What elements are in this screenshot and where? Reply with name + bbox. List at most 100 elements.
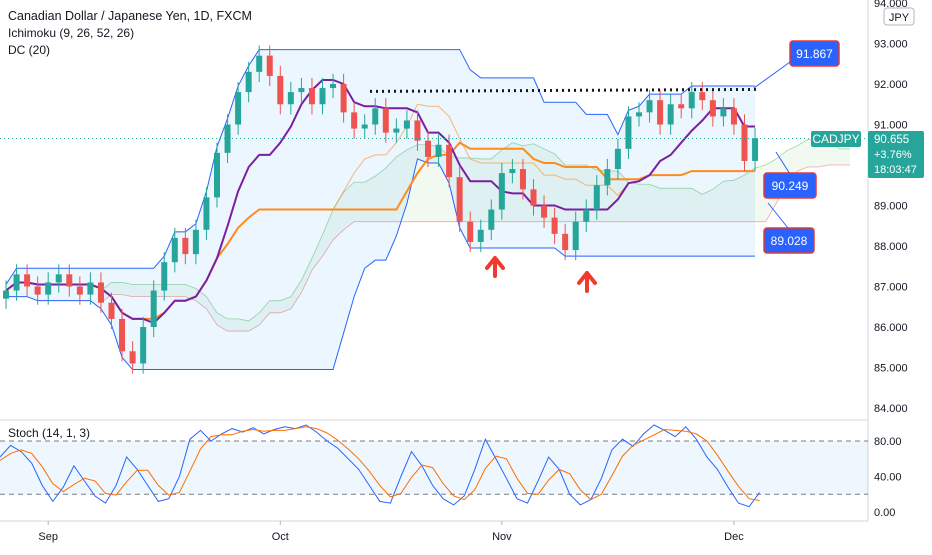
legend-donchian: DC (20) bbox=[8, 43, 51, 57]
tenkan-sen bbox=[5, 79, 756, 325]
candle-body bbox=[108, 302, 115, 319]
candle-body bbox=[477, 229, 484, 242]
candle-body bbox=[509, 169, 516, 174]
candle-body bbox=[562, 233, 569, 251]
candle-body bbox=[667, 104, 674, 125]
candle-body bbox=[604, 169, 611, 186]
price-tick-label: 93.000 bbox=[874, 39, 908, 51]
senkou-span-b bbox=[100, 164, 850, 332]
candle-body bbox=[530, 189, 537, 206]
price-tick-label: 86.000 bbox=[874, 322, 908, 334]
ichimoku-cloud bbox=[100, 139, 850, 332]
callout-1-leader bbox=[753, 61, 791, 89]
stoch-axis[interactable]: 80.00 40.00 0.00 bbox=[874, 436, 902, 519]
callout-2-leader bbox=[775, 151, 791, 175]
currency-badge[interactable]: JPY bbox=[883, 7, 915, 26]
price-tick-label: 87.000 bbox=[874, 282, 908, 294]
candle-body bbox=[140, 327, 147, 364]
candle-body bbox=[467, 221, 474, 242]
stoch-legend[interactable]: Stoch (14, 1, 3) bbox=[8, 426, 91, 440]
candle-body bbox=[266, 55, 273, 76]
candle-body bbox=[277, 75, 284, 105]
candle-body bbox=[224, 124, 231, 153]
candle-body bbox=[235, 92, 242, 125]
callout-3[interactable]: 89.028 bbox=[763, 202, 815, 254]
callout-2-value: 90.249 bbox=[772, 179, 809, 193]
legend-title: Canadian Dollar / Japanese Yen, 1D, FXCM bbox=[8, 9, 252, 23]
candles bbox=[3, 45, 759, 374]
symbol-tag-label: CADJPY bbox=[812, 132, 859, 146]
stoch-k-line bbox=[0, 424, 761, 508]
candle-body bbox=[414, 120, 421, 141]
candle-body bbox=[150, 290, 157, 327]
ichimoku-lines bbox=[5, 79, 756, 325]
candle-body bbox=[678, 104, 685, 109]
candle-body bbox=[308, 88, 315, 105]
chart-legend[interactable]: Canadian Dollar / Japanese Yen, 1D, FXCM… bbox=[8, 8, 252, 59]
stoch-band-fill bbox=[0, 441, 868, 495]
candle-body bbox=[435, 144, 442, 157]
candle-body bbox=[488, 209, 495, 230]
candle-body bbox=[319, 88, 326, 105]
callout-1-box bbox=[789, 40, 840, 67]
callout-3-leader bbox=[767, 202, 789, 229]
support-arrow bbox=[485, 255, 505, 278]
callout-3-value: 89.028 bbox=[771, 234, 808, 248]
candle-body bbox=[97, 282, 104, 303]
price-tick-label: 94.000 bbox=[874, 0, 908, 10]
currency-badge-bg bbox=[883, 7, 915, 26]
candle-body bbox=[129, 351, 136, 364]
candle-body bbox=[340, 84, 347, 113]
callout-1-value: 91.867 bbox=[796, 47, 833, 61]
candle-body bbox=[161, 262, 168, 291]
candle-body bbox=[192, 229, 199, 255]
candle-body bbox=[646, 100, 653, 113]
candle-body bbox=[425, 140, 431, 157]
donchian-lower bbox=[6, 158, 756, 371]
candle-body bbox=[583, 209, 590, 222]
candle-body bbox=[403, 120, 410, 129]
stoch-tick-label: 40.00 bbox=[874, 472, 902, 484]
stochastic-pane bbox=[0, 424, 868, 508]
time-tick-label: Oct bbox=[272, 531, 289, 543]
candle-body bbox=[625, 116, 632, 149]
candle-body bbox=[287, 92, 294, 105]
kumo-fill bbox=[100, 139, 850, 332]
candle-body bbox=[393, 128, 400, 133]
callout-2[interactable]: 90.249 bbox=[763, 151, 817, 199]
time-tick-label: Nov bbox=[492, 531, 512, 543]
candle-body bbox=[330, 84, 337, 89]
candle-body bbox=[498, 173, 505, 210]
candle-body bbox=[752, 138, 759, 161]
candle-body bbox=[298, 88, 305, 93]
candle-body bbox=[572, 221, 579, 251]
price-tick-label: 89.000 bbox=[874, 201, 908, 213]
candle-body bbox=[541, 205, 548, 218]
candle-body bbox=[13, 274, 20, 291]
candle-body bbox=[709, 100, 716, 117]
candle-body bbox=[657, 100, 664, 125]
price-tag-bg bbox=[868, 131, 924, 178]
candle-body bbox=[456, 177, 463, 222]
annotations bbox=[0, 87, 868, 293]
candle-body bbox=[730, 108, 737, 125]
candle-body bbox=[256, 55, 263, 72]
price-axis[interactable]: 84.00085.00086.00087.00088.00089.00090.0… bbox=[874, 0, 908, 415]
candle-body bbox=[76, 286, 83, 295]
candle-body bbox=[519, 169, 526, 190]
candle-body bbox=[182, 237, 189, 255]
time-axis[interactable]: SepOctNovDec2022Feb bbox=[38, 521, 932, 543]
time-tick-label: Dec bbox=[724, 531, 744, 543]
bar-countdown: 18:03:47 bbox=[874, 164, 917, 176]
resistance-dotted-line bbox=[369, 87, 761, 93]
candle-body bbox=[614, 148, 621, 170]
last-price-tag[interactable]: CADJPY 90.655 +3.76% 18:03:47 bbox=[811, 131, 924, 178]
candle-body bbox=[372, 108, 379, 125]
callout-1[interactable]: 91.867 bbox=[753, 40, 840, 89]
support-arrow-shape bbox=[577, 270, 597, 293]
senkou-span-a bbox=[100, 139, 850, 322]
last-price-value: 90.655 bbox=[874, 134, 909, 146]
candle-body bbox=[551, 217, 558, 234]
